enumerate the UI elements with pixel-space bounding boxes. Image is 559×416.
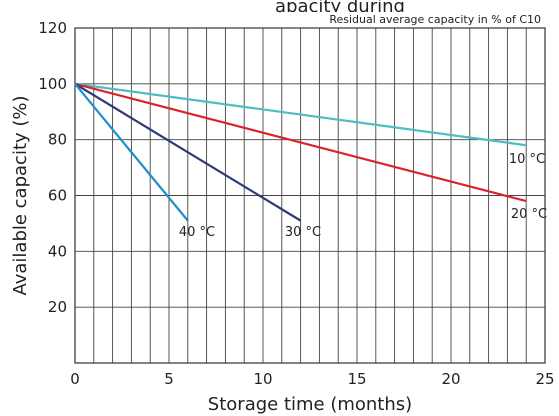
y-tick-label: 80: [48, 131, 67, 149]
series-line: [74, 82, 527, 147]
series-label: 40 °C: [179, 225, 215, 240]
x-tick-label: 15: [347, 370, 366, 388]
y-tick-label: 100: [38, 75, 67, 93]
annotation: Residual average capacity in % of C10: [329, 13, 541, 26]
x-axis-ticks: 0 5 10 15 20 25: [70, 370, 554, 388]
series-label: 30 °C: [285, 225, 321, 240]
x-tick-label: 5: [164, 370, 174, 388]
y-axis-label: Available capacity (%): [10, 95, 31, 295]
x-tick-label: 20: [441, 370, 460, 388]
x-tick-label: 25: [535, 370, 554, 388]
grid: [75, 28, 545, 363]
x-axis-label: Storage time (months): [208, 394, 412, 415]
series-group: [74, 82, 527, 222]
y-tick-label: 120: [38, 19, 67, 37]
series-line: [74, 83, 189, 222]
y-axis-ticks: 20 40 60 80 100 120: [38, 19, 67, 316]
series-label: 20 °C: [511, 207, 547, 222]
x-tick-label: 0: [70, 370, 80, 388]
x-tick-label: 10: [253, 370, 272, 388]
y-tick-label: 60: [48, 187, 67, 205]
plot-frame: [74, 27, 546, 364]
series-labels: 10 °C 20 °C 30 °C 40 °C: [179, 152, 547, 240]
y-tick-label: 40: [48, 242, 67, 260]
series-label: 10 °C: [509, 152, 545, 167]
series-line: [74, 82, 527, 203]
y-tick-label: 20: [48, 298, 67, 316]
series-line: [74, 82, 302, 222]
annotation-background: [285, 12, 544, 27]
